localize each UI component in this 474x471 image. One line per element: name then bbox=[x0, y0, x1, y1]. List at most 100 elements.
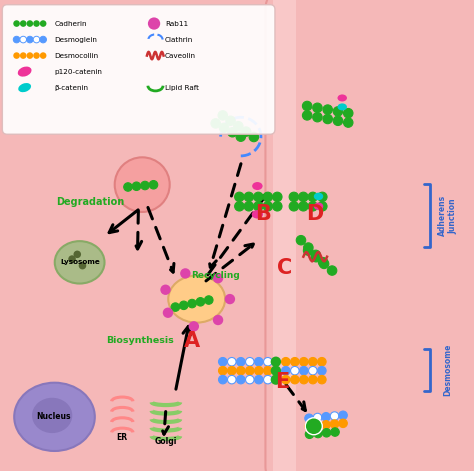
Circle shape bbox=[313, 113, 322, 122]
Circle shape bbox=[237, 375, 245, 384]
Text: Lysosome: Lysosome bbox=[61, 260, 100, 265]
Ellipse shape bbox=[168, 276, 225, 323]
Circle shape bbox=[339, 411, 347, 420]
Circle shape bbox=[20, 36, 27, 43]
Text: Cadherin: Cadherin bbox=[55, 21, 87, 26]
Circle shape bbox=[188, 300, 196, 308]
Text: Clathrin: Clathrin bbox=[165, 37, 193, 42]
Circle shape bbox=[333, 116, 343, 125]
Circle shape bbox=[308, 202, 318, 211]
Circle shape bbox=[271, 374, 281, 385]
Circle shape bbox=[132, 182, 141, 190]
Circle shape bbox=[244, 202, 254, 211]
Text: Adherens
Junction: Adherens Junction bbox=[438, 195, 457, 236]
Circle shape bbox=[300, 366, 308, 375]
FancyBboxPatch shape bbox=[2, 5, 275, 134]
Circle shape bbox=[246, 375, 254, 384]
Circle shape bbox=[40, 36, 46, 43]
Circle shape bbox=[213, 273, 223, 284]
Circle shape bbox=[300, 375, 308, 384]
Circle shape bbox=[235, 192, 244, 202]
Text: β-catenin: β-catenin bbox=[55, 85, 89, 90]
Circle shape bbox=[163, 308, 173, 318]
Circle shape bbox=[124, 183, 132, 191]
Circle shape bbox=[13, 52, 20, 59]
Circle shape bbox=[228, 375, 236, 384]
Circle shape bbox=[309, 375, 317, 384]
Circle shape bbox=[148, 17, 160, 30]
Circle shape bbox=[305, 418, 322, 435]
Circle shape bbox=[303, 246, 313, 255]
Circle shape bbox=[180, 268, 191, 278]
Ellipse shape bbox=[18, 66, 32, 77]
Text: E: E bbox=[275, 372, 289, 391]
Circle shape bbox=[255, 357, 263, 366]
Ellipse shape bbox=[252, 182, 263, 190]
Circle shape bbox=[305, 422, 313, 430]
Circle shape bbox=[237, 366, 245, 375]
Circle shape bbox=[344, 108, 353, 118]
Circle shape bbox=[219, 357, 227, 366]
Circle shape bbox=[302, 111, 312, 120]
Circle shape bbox=[20, 52, 27, 59]
Text: Desmoglein: Desmoglein bbox=[55, 37, 97, 42]
Text: ER: ER bbox=[117, 432, 128, 442]
Circle shape bbox=[313, 103, 322, 113]
Circle shape bbox=[33, 20, 40, 27]
Text: B: B bbox=[255, 204, 271, 224]
Text: Nucleus: Nucleus bbox=[36, 412, 70, 422]
Circle shape bbox=[322, 421, 330, 429]
Circle shape bbox=[228, 128, 237, 137]
Circle shape bbox=[236, 132, 246, 141]
Circle shape bbox=[328, 266, 337, 275]
Circle shape bbox=[309, 366, 317, 375]
Circle shape bbox=[318, 366, 326, 375]
Circle shape bbox=[219, 375, 227, 384]
Circle shape bbox=[305, 414, 313, 422]
Circle shape bbox=[331, 428, 339, 436]
Circle shape bbox=[204, 296, 213, 304]
Circle shape bbox=[318, 375, 326, 384]
Circle shape bbox=[319, 258, 328, 267]
Circle shape bbox=[282, 375, 290, 384]
Circle shape bbox=[189, 321, 199, 332]
Ellipse shape bbox=[55, 241, 104, 284]
Circle shape bbox=[263, 202, 273, 211]
Circle shape bbox=[271, 357, 281, 367]
Circle shape bbox=[160, 284, 171, 295]
Circle shape bbox=[213, 315, 223, 325]
Text: Desmocollin: Desmocollin bbox=[55, 53, 99, 58]
Circle shape bbox=[296, 236, 306, 245]
Text: p120-catenin: p120-catenin bbox=[55, 69, 102, 74]
Circle shape bbox=[313, 413, 322, 422]
Text: Degradation: Degradation bbox=[56, 196, 124, 207]
Circle shape bbox=[241, 127, 251, 136]
Circle shape bbox=[291, 375, 299, 384]
Text: Lipid Raft: Lipid Raft bbox=[165, 85, 199, 90]
Circle shape bbox=[149, 180, 158, 189]
Ellipse shape bbox=[314, 193, 323, 200]
Circle shape bbox=[323, 114, 332, 124]
Circle shape bbox=[246, 366, 254, 375]
Circle shape bbox=[33, 36, 40, 43]
Bar bbox=[273, 0, 296, 471]
Ellipse shape bbox=[32, 398, 72, 433]
Circle shape bbox=[322, 429, 331, 437]
FancyBboxPatch shape bbox=[265, 0, 474, 471]
Circle shape bbox=[330, 412, 339, 420]
Circle shape bbox=[344, 118, 353, 127]
Circle shape bbox=[249, 132, 259, 142]
Circle shape bbox=[219, 123, 229, 132]
Circle shape bbox=[27, 36, 33, 43]
Circle shape bbox=[333, 106, 343, 116]
Text: Golgi: Golgi bbox=[155, 437, 177, 447]
Circle shape bbox=[219, 366, 227, 375]
Ellipse shape bbox=[252, 210, 263, 219]
Text: Rab11: Rab11 bbox=[165, 21, 188, 26]
Circle shape bbox=[225, 294, 235, 304]
Circle shape bbox=[299, 192, 308, 202]
Circle shape bbox=[273, 202, 282, 211]
Circle shape bbox=[237, 357, 245, 366]
Text: C: C bbox=[277, 259, 292, 278]
Ellipse shape bbox=[337, 103, 347, 111]
